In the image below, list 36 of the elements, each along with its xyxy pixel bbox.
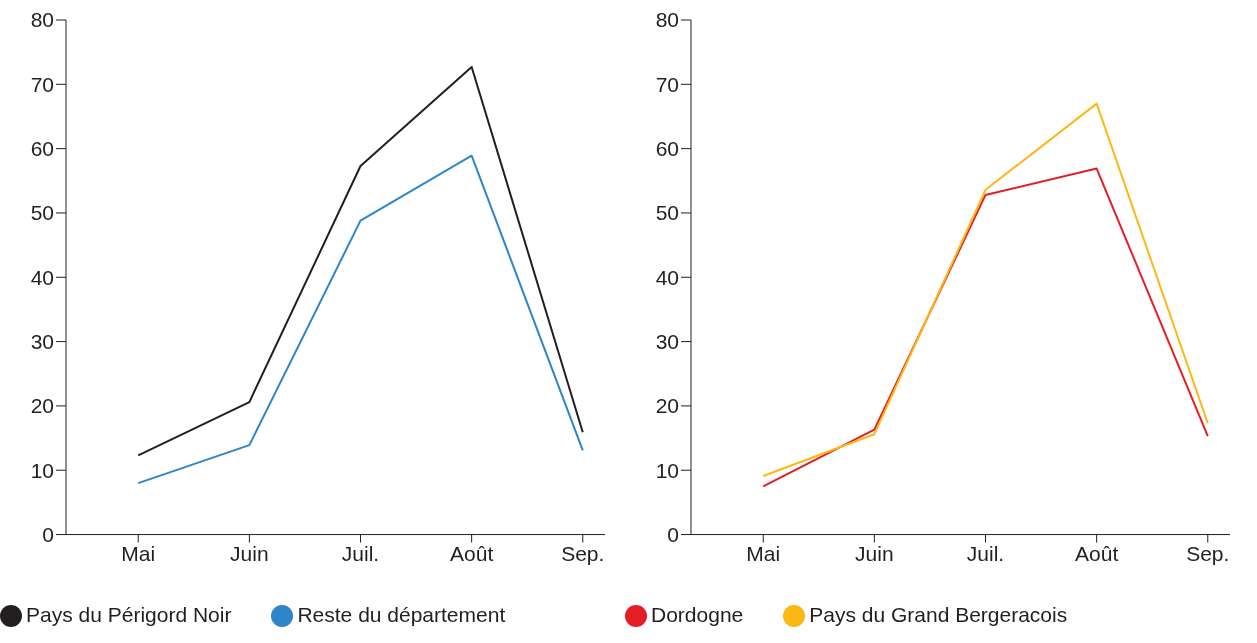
y-tick-label: 40 [655,265,679,289]
x-tick-label: Juil. [966,542,1005,566]
legend-label: Dordogne [651,602,744,626]
legend-label: Pays du Périgord Noir [26,602,232,626]
x-tick-label: Août [1075,542,1119,566]
y-tick-label: 60 [655,137,679,161]
x-tick-label: Sep. [561,542,605,566]
y-tick-label: 70 [655,72,679,96]
x-tick-label: Juin [230,542,269,566]
y-tick-label: 10 [655,458,679,482]
y-tick-label: 30 [30,330,54,354]
legend-label: Reste du département [297,602,506,626]
x-tick-label: Mai [746,542,781,566]
y-tick-label: 70 [30,72,54,96]
y-tick-label: 20 [655,394,679,418]
x-tick-label: Août [450,542,494,566]
y-tick-label: 50 [655,201,679,225]
x-tick-label: Sep. [1186,542,1230,566]
x-tick-label: Mai [121,542,156,566]
x-tick-label: Juil. [341,542,380,566]
y-tick-label: 10 [30,458,54,482]
y-tick-label: 80 [30,8,54,32]
line-series [137,65,584,457]
y-tick-label: 0 [42,523,54,546]
line-series [762,102,1209,478]
line-series [137,154,584,485]
y-tick-label: 80 [655,8,679,32]
y-tick-label: 20 [30,394,54,418]
y-tick-label: 0 [667,523,679,546]
y-tick-label: 40 [30,265,54,289]
line-series [762,167,1209,488]
x-tick-label: Juin [855,542,894,566]
y-tick-label: 30 [655,330,679,354]
y-tick-label: 60 [30,137,54,161]
y-tick-label: 50 [30,201,54,225]
legend-label: Pays du Grand Bergeracois [809,602,1068,626]
